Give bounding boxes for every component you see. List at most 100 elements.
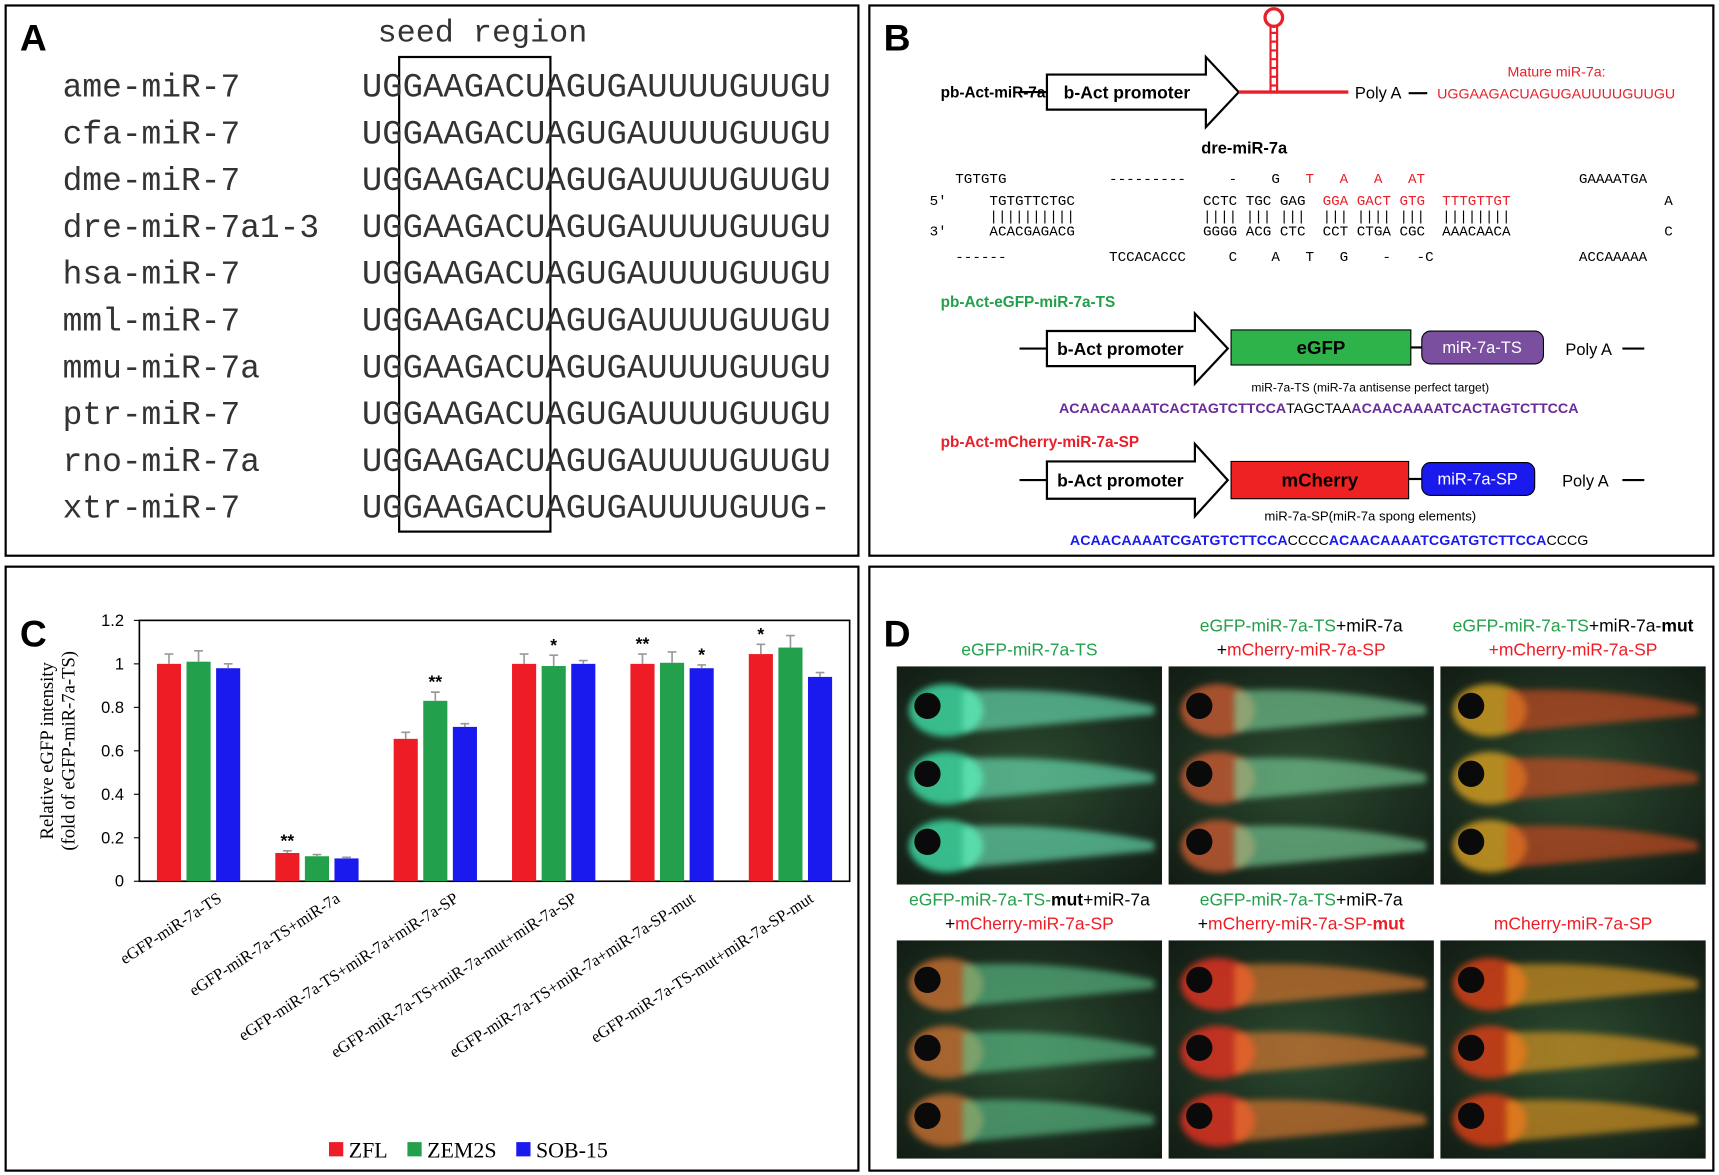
- bar: [571, 663, 596, 882]
- y-tick-label: 1.2: [101, 612, 124, 630]
- structure-row: 3' ACACGAGACG GGGG ACG CTC CCT CTGA CGC …: [930, 225, 1673, 241]
- fish-body: [1234, 825, 1427, 869]
- x-tick-label: eGFP-miR-7a-TS+miR-7a+miR-7a-SP-mut: [446, 888, 699, 1061]
- panel-label: A: [20, 16, 47, 58]
- image-label: +mCherry-miR-7a-SP-mut: [1198, 913, 1405, 933]
- segment: +miR-7a-: [1589, 615, 1662, 635]
- element-label: miR-7a-SP: [1438, 470, 1518, 488]
- mirna-sequence: UGGAAGACUAGUGAUUUUGUUGU: [362, 257, 831, 295]
- bar: [186, 661, 211, 882]
- x-tick-label: eGFP-miR-7a-TS+miR-7a-mut+miR-7a-SP: [327, 888, 580, 1061]
- significance: *: [698, 645, 705, 665]
- error-bar: [638, 653, 647, 664]
- legend-swatch: [328, 1142, 344, 1157]
- gene-box: [1230, 329, 1412, 366]
- structure: TGTGTG --------- - G T A A AT GAAAATGA 5'…: [930, 172, 1674, 266]
- segment: +: [1217, 639, 1227, 659]
- species-name: dme-miR-7: [63, 163, 241, 200]
- gene-label: eGFP: [1297, 337, 1346, 358]
- bar: [778, 647, 803, 882]
- mirna-sequence: UGGAAGACUAGUGAUUUUGUUG-: [362, 491, 831, 529]
- fish-body: [962, 1099, 1155, 1143]
- segment: GGA GACT GTG TTTGTTGT: [1323, 194, 1511, 210]
- image-label: +mCherry-miR-7a-SP: [1217, 639, 1386, 659]
- fish-body: [1506, 1031, 1699, 1075]
- bar: [689, 668, 714, 882]
- segment: +miR-7a: [1336, 615, 1403, 635]
- fish-body: [1234, 1031, 1427, 1075]
- image-label: eGFP-miR-7a-TS+miR-7a: [1200, 889, 1403, 909]
- fish-eye: [914, 828, 941, 855]
- y-tick-label: 0.4: [101, 786, 124, 804]
- segment: mCherry-miR-7a-SP-: [1208, 913, 1373, 933]
- error-bar: [342, 856, 351, 859]
- caption: miR-7a-TS (miR-7a antisense perfect targ…: [1251, 380, 1489, 394]
- seed-region-label: seed region: [378, 16, 588, 52]
- segment: 5' TGTGTTCTGC CCTC TGC GAG: [930, 194, 1323, 210]
- promoter-label: b-Act promoter: [1057, 471, 1184, 491]
- species-name: mml-miR-7: [63, 303, 241, 340]
- species-name: hsa-miR-7: [63, 257, 241, 294]
- bar: [452, 726, 477, 882]
- structure-title: dre-miR-7a: [1201, 139, 1288, 157]
- segment: mCherry-miR-7a-SP: [1494, 913, 1653, 933]
- x-tick-label: eGFP-miR-7a-TS+miR-7a+miR-7a-SP: [235, 888, 462, 1044]
- promoter-label: b-Act promoter: [1064, 83, 1191, 103]
- error-bar: [164, 653, 174, 664]
- segment: mCherry-miR-7a-SP: [1227, 639, 1386, 659]
- mature-seq: UGGAAGACUAGUGAUUUUGUUGU: [1437, 87, 1675, 103]
- bar: [393, 738, 418, 882]
- segment: +mCherry-miR-7a-SP: [1489, 639, 1658, 659]
- species-name: cfa-miR-7: [63, 116, 241, 153]
- bar: [512, 663, 537, 882]
- error-bar: [282, 849, 292, 853]
- species-name: dre-miR-7a1-3: [63, 210, 319, 247]
- segment: A: [1511, 194, 1674, 210]
- panel-label: D: [884, 613, 911, 655]
- image-label: eGFP-miR-7a-TS-mut+miR-7a: [909, 889, 1150, 909]
- fish-eye: [1457, 828, 1485, 855]
- image-label: mCherry-miR-7a-SP: [1494, 913, 1653, 933]
- poly-a: Poly A: [1562, 473, 1609, 491]
- significance: **: [636, 634, 650, 654]
- fish-body: [1234, 963, 1427, 1007]
- fish-eye: [1186, 1034, 1213, 1062]
- panel-b-frame: [868, 4, 1715, 557]
- promoter-arrow: [1045, 54, 1241, 130]
- fish-body: [1234, 689, 1427, 733]
- fish-body: [1234, 1099, 1427, 1143]
- error-bar: [786, 634, 795, 648]
- structure-row: |||||||||| |||| ||| ||| ||| |||| ||| |||…: [930, 209, 1511, 225]
- error-bar: [697, 664, 707, 669]
- bar: [660, 662, 685, 882]
- image-label: eGFP-miR-7a-TS: [961, 639, 1097, 659]
- y-tick-label: 0.6: [101, 742, 124, 760]
- mirna-sequence: UGGAAGACUAGUGAUUUUGUUGU: [362, 350, 831, 388]
- x-tick-label: eGFP-miR-7a-TS-mut+miR-7a-SP-mut: [587, 888, 817, 1046]
- promoter-label: b-Act promoter: [1057, 339, 1184, 359]
- fish-body: [962, 963, 1155, 1007]
- fish-eye: [914, 1102, 941, 1129]
- error-bar: [756, 643, 766, 655]
- panel-a-frame: [4, 4, 860, 557]
- species-name: mmu-miR-7a: [63, 350, 260, 387]
- segment: CCCG: [1546, 533, 1588, 549]
- significance: **: [428, 672, 442, 692]
- mirna-sequence: UGGAAGACUAGUGAUUUUGUUGU: [362, 210, 831, 248]
- error-bar: [312, 853, 322, 857]
- bar: [423, 700, 448, 882]
- mature-title: Mature miR-7a:: [1508, 65, 1606, 81]
- plot-frame: [138, 619, 851, 883]
- mirna-sequence: UGGAAGACUAGUGAUUUUGUUGU: [362, 444, 831, 482]
- fish-body: [1234, 757, 1427, 801]
- y-tick-label: 0.8: [101, 699, 124, 717]
- fish-body: [962, 757, 1155, 801]
- fish-eye: [1457, 1034, 1485, 1062]
- segment: 3' ACACGAGACG GGGG ACG CTC CCT CTGA CGC …: [930, 225, 1673, 241]
- fish-body: [1506, 825, 1699, 869]
- y-axis-title-line: Relative eGFP intensity: [37, 661, 58, 839]
- error-bar: [549, 654, 559, 667]
- fish-eye: [1186, 966, 1213, 994]
- mirna-sequence: UGGAAGACUAGUGAUUUUGUUGU: [362, 116, 831, 154]
